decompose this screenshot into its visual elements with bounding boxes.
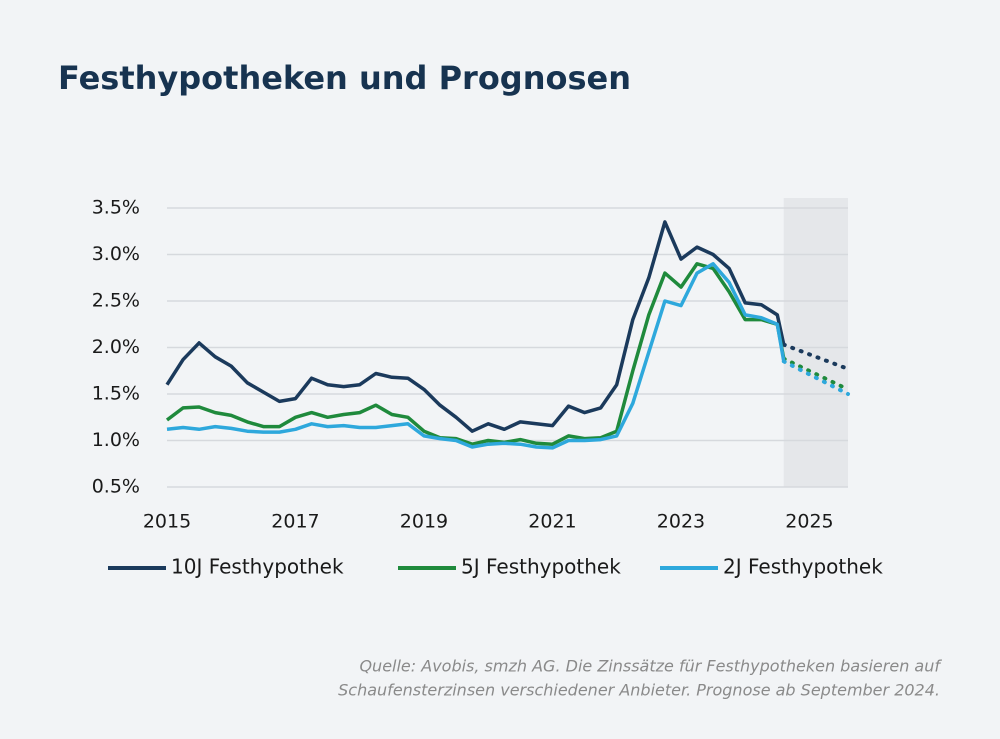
y-tick-label: 2.0% [92,336,140,358]
x-tick-label: 2025 [785,511,833,533]
y-tick-label: 0.5% [92,476,140,498]
forecast-line [781,342,850,371]
legend-label: 10J Festhypothek [171,555,344,579]
forecast-region [783,198,848,487]
legend-label: 2J Festhypothek [723,555,883,579]
line [166,262,786,450]
x-tick-label: 2019 [400,511,448,533]
line [165,220,786,433]
source-note: Quelle: Avobis, smzh AG. Die Zinssätze f… [359,657,942,676]
legend-label: 5J Festhypothek [461,555,621,579]
line [165,262,786,446]
x-tick-label: 2021 [528,511,576,533]
y-tick-label: 3.0% [92,243,140,265]
forecast-line [781,359,850,396]
source-note: Schaufensterzinsen verschiedener Anbiete… [338,681,940,700]
chart-title: Festhypotheken und Prognosen [58,59,631,97]
y-tick-label: 1.0% [92,429,140,451]
x-tick-label: 2023 [657,511,705,533]
x-tick-label: 2015 [143,511,191,533]
forecast-line [781,356,850,392]
y-tick-label: 1.5% [92,383,140,405]
y-tick-label: 3.5% [92,197,140,219]
y-tick-label: 2.5% [92,290,140,312]
x-tick-label: 2017 [271,511,319,533]
